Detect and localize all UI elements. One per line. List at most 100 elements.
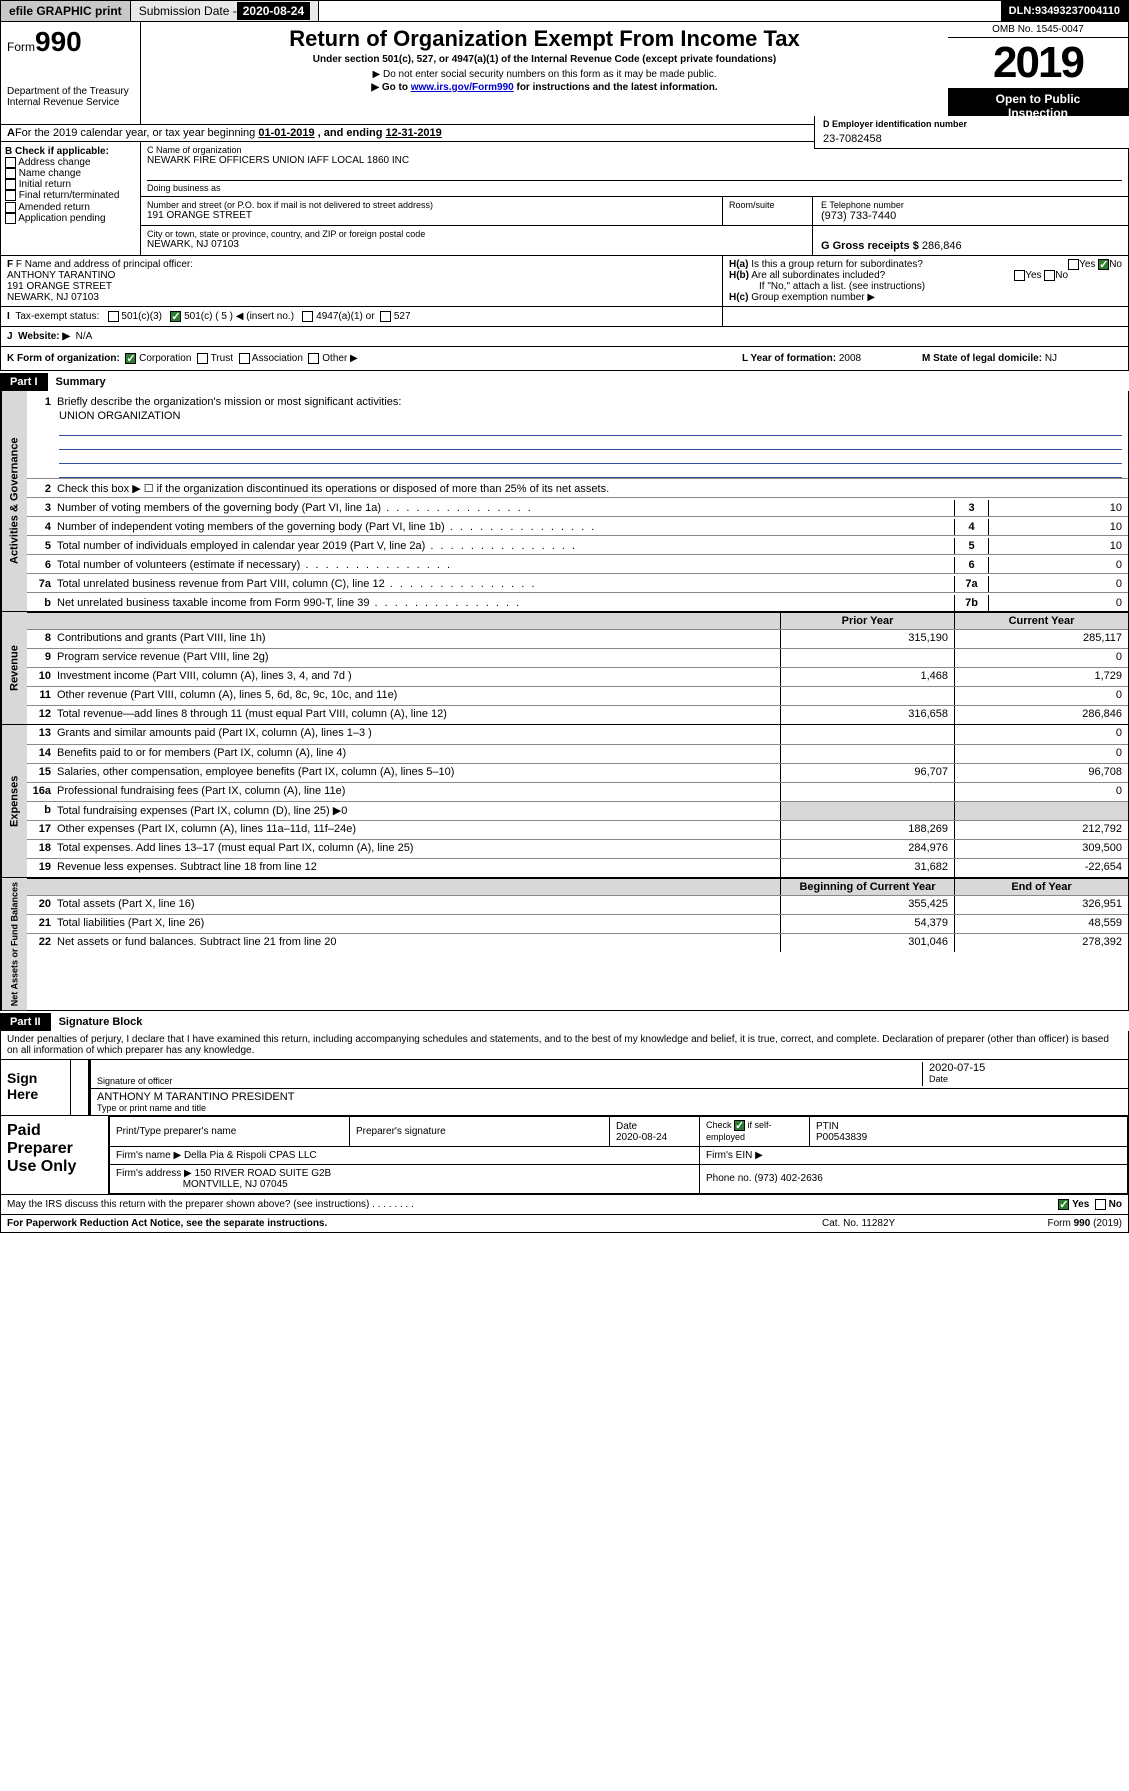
- l4-num: 4: [954, 519, 988, 535]
- subdate-value: 2020-08-24: [237, 2, 310, 20]
- check-self-employed[interactable]: [734, 1120, 745, 1131]
- sig-officer-label: Signature of officer: [97, 1076, 922, 1086]
- l11-desc: Other revenue (Part VIII, column (A), li…: [55, 687, 780, 705]
- room-suite-label: Room/suite: [723, 197, 813, 225]
- l10-desc: Investment income (Part VIII, column (A)…: [55, 668, 780, 686]
- tax-year: 2019: [948, 38, 1128, 88]
- line-a-mid: , and ending: [318, 127, 386, 139]
- l19-desc: Revenue less expenses. Subtract line 18 …: [55, 859, 780, 877]
- check-address-change[interactable]: [5, 157, 16, 168]
- lbl-corp: Corporation: [139, 353, 191, 364]
- l16a-desc: Professional fundraising fees (Part IX, …: [55, 783, 780, 801]
- vlabel-expenses: Expenses: [1, 725, 27, 877]
- l9-prior: [780, 649, 954, 667]
- check-4947[interactable]: [302, 311, 313, 322]
- phone-label: Phone no.: [706, 1173, 754, 1184]
- lbl-527: 527: [394, 311, 411, 322]
- lbl-other: Other ▶: [322, 353, 357, 364]
- check-initial-return[interactable]: [5, 179, 16, 190]
- row-k-formorg: K Form of organization: Corporation Trus…: [7, 353, 742, 364]
- hb-yes-lbl: Yes: [1025, 270, 1041, 281]
- check-trust[interactable]: [197, 353, 208, 364]
- l9-desc: Program service revenue (Part VIII, line…: [55, 649, 780, 667]
- discuss-no[interactable]: [1095, 1199, 1106, 1210]
- l4-val: 10: [988, 519, 1128, 535]
- check-assoc[interactable]: [239, 353, 250, 364]
- col-g-gross: G Gross receipts $ 286,846: [813, 226, 1128, 255]
- hdr-current-year: Current Year: [954, 613, 1128, 629]
- form-header: Form990 Department of the Treasury Inter…: [0, 22, 1129, 125]
- vlabel-revenue: Revenue: [1, 612, 27, 724]
- l16b-desc: Total fundraising expenses (Part IX, col…: [55, 802, 780, 820]
- l16a-prior: [780, 783, 954, 801]
- col-f-officer: F F Name and address of principal office…: [1, 256, 723, 306]
- check-other[interactable]: [308, 353, 319, 364]
- hb-no-lbl: No: [1055, 270, 1068, 281]
- lbl-address-change: Address change: [18, 157, 90, 168]
- check-name-change[interactable]: [5, 168, 16, 179]
- ftr-right: Form 990 (2019): [982, 1218, 1122, 1229]
- l3-desc: Number of voting members of the governin…: [55, 500, 954, 516]
- hb-yes[interactable]: [1014, 270, 1025, 281]
- org-name: NEWARK FIRE OFFICERS UNION IAFF LOCAL 18…: [147, 155, 1122, 166]
- l9-curr: 0: [954, 649, 1128, 667]
- paid-h-date: Date: [616, 1121, 637, 1132]
- check-501c[interactable]: [170, 311, 181, 322]
- firm-name: Della Pia & Rispoli CPAS LLC: [184, 1150, 317, 1161]
- ha-text: Is this a group return for subordinates?: [751, 259, 923, 270]
- discuss-no-lbl: No: [1109, 1199, 1122, 1210]
- phone-value: (973) 402-2636: [754, 1173, 822, 1184]
- form990-link[interactable]: www.irs.gov/Form990: [411, 82, 514, 93]
- l13-prior: [780, 725, 954, 744]
- section-klm: K Form of organization: Corporation Trus…: [0, 347, 1129, 371]
- check-501c3[interactable]: [108, 311, 119, 322]
- sec-expenses: Expenses 13Grants and similar amounts pa…: [1, 724, 1128, 877]
- l1-desc: Briefly describe the organization's miss…: [55, 394, 1128, 410]
- efile-print-button[interactable]: efile GRAPHIC print: [1, 1, 131, 21]
- l14-curr: 0: [954, 745, 1128, 763]
- check-527[interactable]: [380, 311, 391, 322]
- form-id-block: Form990 Department of the Treasury Inter…: [1, 22, 141, 124]
- check-amended-return[interactable]: [5, 202, 16, 213]
- street-value: 191 ORANGE STREET: [147, 210, 716, 221]
- lbl-trust: Trust: [211, 353, 233, 364]
- main-title: Return of Organization Exempt From Incom…: [147, 26, 942, 52]
- l19-prior: 31,682: [780, 859, 954, 877]
- ha-yes-lbl: Yes: [1079, 259, 1095, 270]
- l10-curr: 1,729: [954, 668, 1128, 686]
- ha-yes[interactable]: [1068, 259, 1079, 270]
- form-number: 990: [35, 26, 82, 57]
- utility-bar: efile GRAPHIC print Submission Date - 20…: [0, 0, 1129, 22]
- subtitle-2: ▶ Do not enter social security numbers o…: [147, 69, 942, 80]
- ha-no[interactable]: [1098, 259, 1109, 270]
- l8-desc: Contributions and grants (Part VIII, lin…: [55, 630, 780, 648]
- l3-val: 10: [988, 500, 1128, 516]
- section-bcdeg: B Check if applicable: Address change Na…: [0, 142, 1129, 256]
- row-j-website: J Website: ▶ N/A: [0, 327, 1129, 347]
- l6-desc: Total number of volunteers (estimate if …: [55, 557, 954, 573]
- sign-here-label: Sign Here: [1, 1060, 71, 1115]
- col-b-checks: B Check if applicable: Address change Na…: [1, 142, 141, 255]
- subdate-label: Submission Date -: [139, 4, 237, 18]
- l10-prior: 1,468: [780, 668, 954, 686]
- l13-curr: 0: [954, 725, 1128, 744]
- street-label: Number and street (or P.O. box if mail i…: [147, 200, 716, 210]
- tax-year-begin: 01-01-2019: [258, 127, 314, 139]
- paid-h-sig: Preparer's signature: [350, 1117, 610, 1146]
- hb-no[interactable]: [1044, 270, 1055, 281]
- l16b-prior: [780, 802, 954, 820]
- row-i-tax-status: I Tax-exempt status: 501(c)(3) 501(c) ( …: [1, 307, 723, 326]
- check-application-pending[interactable]: [5, 213, 16, 224]
- l21-end: 48,559: [954, 915, 1128, 933]
- l22-begin: 301,046: [780, 934, 954, 952]
- officer-addr1: 191 ORANGE STREET: [7, 281, 716, 292]
- vlabel-netassets: Net Assets or Fund Balances: [1, 878, 27, 1010]
- discuss-yes[interactable]: [1058, 1199, 1069, 1210]
- lbl-initial-return: Initial return: [19, 179, 71, 190]
- l15-curr: 96,708: [954, 764, 1128, 782]
- l21-begin: 54,379: [780, 915, 954, 933]
- check-corp[interactable]: [125, 353, 136, 364]
- l20-end: 326,951: [954, 896, 1128, 914]
- goto-suffix: for instructions and the latest informat…: [514, 82, 718, 93]
- check-final-return[interactable]: [5, 190, 16, 201]
